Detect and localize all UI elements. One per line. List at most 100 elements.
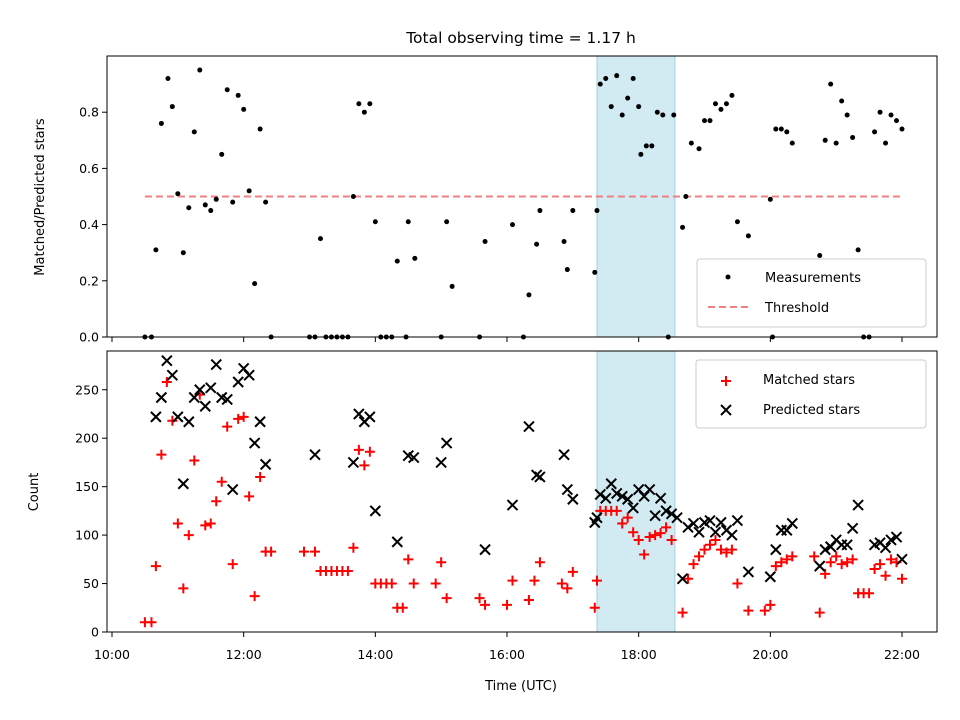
x-axis-label: Time (UTC) (484, 679, 557, 694)
matched-star-point (150, 561, 161, 572)
measurement-point (636, 104, 642, 110)
bottom-x-tick-label: 10:00 (94, 647, 130, 662)
matched-star-point (233, 413, 244, 424)
predicted-star-point (172, 411, 184, 423)
predicted-star-point (150, 411, 162, 423)
matched-star-point (694, 551, 705, 562)
matched-star-point (759, 605, 770, 616)
matched-star-point (161, 377, 172, 388)
matched-star-point (683, 573, 694, 584)
predicted-star-point (726, 529, 738, 541)
legend-matched-label: Matched stars (763, 373, 855, 388)
matched-star-point (666, 534, 677, 545)
measurement-point (723, 101, 729, 107)
measurement-point (734, 219, 740, 225)
measurement-point (778, 126, 784, 132)
matched-star-point (227, 559, 238, 570)
predicted-star-point (885, 534, 897, 546)
matched-star-point (167, 415, 178, 426)
measurement-point (839, 98, 845, 104)
top-y-tick-label: 0.6 (79, 161, 99, 176)
predicted-star-point (715, 516, 727, 529)
measurement-point (899, 126, 905, 132)
measurement-point (202, 202, 208, 208)
measurement-point (350, 194, 356, 199)
predicted-star-point (440, 437, 453, 449)
matched-star-point (342, 565, 353, 576)
bottom-y-axis-label: Count (27, 473, 42, 512)
measurement-point (186, 205, 192, 211)
matched-star-point (617, 518, 628, 529)
top-legend: Measurements Threshold (696, 258, 927, 328)
measurement-point (643, 143, 649, 149)
measurement-point (683, 194, 689, 199)
matched-star-point (507, 575, 518, 586)
measurement-point (745, 233, 751, 239)
measurement-point (246, 188, 252, 194)
predicted-star-point (649, 510, 661, 522)
matched-star-point (156, 449, 167, 460)
measurement-point (877, 109, 883, 115)
predicted-star-point (353, 408, 365, 420)
matched-star-point (776, 557, 787, 568)
top-plot-frame (106, 55, 938, 338)
measurement-point (888, 112, 894, 118)
bottom-plot-frame (106, 350, 938, 633)
predicted-star-point (693, 526, 705, 538)
predicted-star-point (591, 511, 603, 524)
matched-star-point (732, 578, 743, 589)
matched-star-point (529, 575, 540, 586)
matched-star-point (397, 602, 408, 613)
bottom-x-tick-label: 12:00 (226, 647, 262, 662)
matched-star-point (743, 605, 754, 616)
measurement-point (394, 258, 400, 264)
measurement-point (219, 151, 225, 157)
matched-star-point (200, 520, 211, 531)
predicted-star-point (254, 416, 266, 428)
bottom-legend: Matched stars Predicted stars (695, 359, 927, 429)
measurement-point (208, 208, 214, 214)
matched-star-point (836, 559, 847, 570)
matched-star-point (644, 532, 655, 543)
predicted-star-point (194, 384, 206, 396)
matched-star-point (567, 566, 578, 577)
measurement-point (638, 151, 644, 157)
matched-star-point (348, 542, 359, 553)
predicted-star-point (259, 458, 272, 471)
measurement-point (729, 92, 735, 98)
predicted-star-point (594, 488, 606, 501)
matched-star-point (886, 554, 897, 565)
top-y-tick-label: 0.8 (79, 105, 99, 120)
matched-star-point (222, 421, 233, 432)
matched-star-point (715, 544, 726, 555)
measurement-point (614, 73, 620, 79)
measurement-point (372, 219, 378, 225)
bottom-y-tick-label: 100 (75, 528, 99, 543)
measurement-point (712, 101, 718, 107)
measurement-point (449, 283, 455, 289)
measurement-point (230, 199, 236, 205)
matched-star-point (534, 557, 545, 568)
matched-star-point (611, 505, 622, 516)
measurement-point (817, 253, 823, 259)
matched-star-point (408, 578, 419, 589)
matched-star-point (183, 530, 194, 541)
matched-star-point (502, 599, 512, 610)
predicted-star-point (506, 499, 519, 511)
measurement-point (707, 118, 713, 124)
predicted-star-point (682, 521, 694, 534)
matched-star-point (591, 575, 602, 586)
bottom-y-tick-label: 0 (91, 625, 99, 640)
predicted-star-point (819, 543, 831, 556)
matched-star-point (869, 564, 880, 575)
matched-star-point (238, 411, 249, 422)
measurement-point (570, 208, 576, 214)
measurement-point (257, 126, 263, 132)
legend-measurements-marker (725, 274, 731, 280)
measurement-point (773, 126, 779, 132)
predicted-star-point (704, 514, 716, 527)
legend-threshold-label: Threshold (764, 301, 829, 316)
measurement-point (482, 238, 488, 244)
matched-star-point (244, 491, 255, 502)
